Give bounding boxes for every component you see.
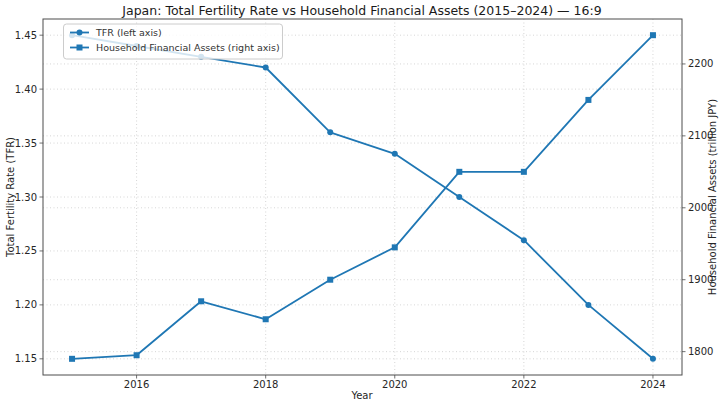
legend-label-assets: Household Financial Assets (right axis): [96, 42, 280, 53]
right-tick-label: 1800: [688, 346, 713, 357]
tfr-point: [521, 237, 527, 243]
left-tick-label: 1.40: [15, 84, 37, 95]
fertility-vs-assets-line-chart: 2016 2018 2020 2022 2024 1.15 1.20 1.25 1.30 1.35…: [0, 0, 728, 407]
right-tick-label: 2200: [688, 58, 713, 69]
tfr-point: [327, 129, 333, 135]
x-tick-label: 2022: [511, 379, 536, 390]
left-tick-label: 1.25: [15, 245, 37, 256]
square-marker-icon: [77, 45, 83, 51]
tfr-point: [263, 65, 269, 71]
assets-point: [134, 352, 140, 358]
assets-point: [585, 97, 591, 103]
legend-entry-assets: Household Financial Assets (right axis): [70, 42, 280, 53]
left-axis-label: Total Fertility Rate (TFR): [5, 137, 16, 258]
tfr-point: [456, 194, 462, 200]
x-tick-label: 2024: [640, 379, 665, 390]
legend-label-tfr: TFR (left axis): [95, 27, 162, 38]
assets-point: [327, 277, 333, 283]
chart-window: 2016 2018 2020 2022 2024 1.15 1.20 1.25 1.30 1.35…: [0, 0, 728, 407]
right-axis-label: Household Financial Assets (trillion JPY…: [707, 99, 718, 295]
assets-point: [198, 298, 204, 304]
assets-point: [521, 169, 527, 175]
chart-title: Japan: Total Fertility Rate vs Household…: [121, 3, 601, 18]
left-tick-label: 1.30: [15, 192, 37, 203]
x-tick-label: 2020: [382, 379, 407, 390]
circle-marker-icon: [77, 30, 83, 36]
x-tick-label: 2016: [124, 379, 149, 390]
assets-point: [650, 32, 656, 38]
left-tick-label: 1.45: [15, 30, 37, 41]
tfr-point: [650, 356, 656, 362]
x-tick-label: 2018: [253, 379, 278, 390]
legend: TFR (left axis) Household Financial Asse…: [64, 24, 283, 59]
assets-point: [69, 356, 75, 362]
assets-point: [456, 169, 462, 175]
x-axis-label: Year: [350, 390, 373, 401]
left-tick-label: 1.35: [15, 138, 37, 149]
assets-point: [263, 316, 269, 322]
axis-tick-labels: 2016 2018 2020 2022 2024 1.15 1.20 1.25 1.30 1.35…: [15, 30, 714, 390]
left-tick-label: 1.15: [15, 353, 37, 364]
tfr-point: [585, 302, 591, 308]
tfr-point: [392, 151, 398, 157]
gridlines: [43, 19, 682, 375]
left-tick-label: 1.20: [15, 299, 37, 310]
assets-point: [392, 244, 398, 250]
